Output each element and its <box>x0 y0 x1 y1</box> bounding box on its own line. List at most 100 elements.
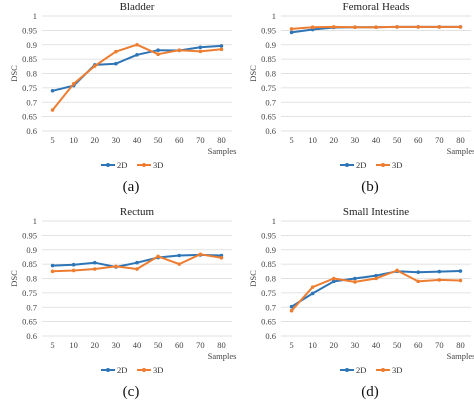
y-tick-label: 0.8 <box>265 69 276 79</box>
data-point-2d <box>310 291 315 296</box>
panel-title: Small Intestine <box>343 206 409 218</box>
y-tick-label: 0.6 <box>265 126 276 136</box>
y-axis-label: DSC <box>9 270 19 287</box>
data-point-3d <box>395 25 399 29</box>
y-tick-label: 0.7 <box>265 97 276 107</box>
panel-small-intestine: Small Intestine 0.6 0.65 0.7 0.75 0.8 0.85 0.9 0… <box>248 206 474 400</box>
y-axis-label: DSC <box>248 65 258 82</box>
x-tick-label: 50 <box>393 135 402 145</box>
y-tick-label: 0.8 <box>26 274 37 284</box>
legend-label-2d: 2D <box>117 365 127 375</box>
y-tick-label: 0.9 <box>265 245 276 255</box>
legend-marker-3d <box>381 368 385 372</box>
x-tick-label: 70 <box>196 135 205 145</box>
x-tick-label: 20 <box>91 135 100 145</box>
y-tick-label: 1 <box>272 11 276 21</box>
panel-title: Bladder <box>120 1 155 13</box>
panel-caption: (a) <box>123 179 140 195</box>
y-tick-label: 0.75 <box>261 83 276 93</box>
panel-title: Femoral Heads <box>343 1 410 13</box>
x-tick-label: 10 <box>308 340 317 350</box>
series-line-2d <box>52 44 222 92</box>
x-axis-label: Samples <box>447 146 474 156</box>
x-tick-label: 80 <box>217 340 226 350</box>
legend-label-2d: 2D <box>356 160 366 170</box>
data-point-2d <box>331 279 336 284</box>
legend-marker-3d <box>142 163 146 167</box>
data-point-2d <box>50 263 55 268</box>
x-tick-label: 30 <box>351 340 360 350</box>
x-tick-label: 70 <box>196 340 205 350</box>
data-point-2d <box>198 45 203 50</box>
data-point-2d <box>135 260 139 265</box>
y-tick-label: 0.6 <box>26 331 37 341</box>
data-point-2d <box>353 276 357 281</box>
data-point-3d <box>458 278 463 283</box>
legend-marker-3d <box>142 368 146 372</box>
x-tick-label: 10 <box>69 135 78 145</box>
panel-rectum: Rectum 0.6 0.65 0.7 0.75 0.8 0.85 0.9 0.95 1 5 10 20… <box>9 206 236 400</box>
y-tick-label: 1 <box>33 216 37 226</box>
x-tick-label: 20 <box>91 340 100 350</box>
x-tick-label: 60 <box>175 340 184 350</box>
panel-title: Rectum <box>120 206 155 218</box>
panel-caption: (c) <box>123 384 140 400</box>
y-tick-label: 0.6 <box>26 126 37 136</box>
legend-label-2d: 2D <box>117 160 127 170</box>
x-tick-label: 60 <box>414 135 423 145</box>
x-tick-label: 40 <box>372 340 381 350</box>
x-tick-label: 30 <box>351 135 360 145</box>
data-point-2d <box>437 269 442 274</box>
legend-label-3d: 3D <box>153 160 163 170</box>
data-point-3d <box>114 49 118 54</box>
y-tick-label: 0.75 <box>22 83 37 93</box>
data-point-3d <box>289 27 294 31</box>
y-tick-label: 0.7 <box>265 302 276 312</box>
x-tick-label: 60 <box>175 135 184 145</box>
y-tick-label: 0.85 <box>22 259 37 269</box>
data-point-2d <box>135 53 139 57</box>
x-tick-label: 50 <box>154 340 163 350</box>
x-tick-label: 40 <box>372 135 381 145</box>
data-point-2d <box>416 270 421 274</box>
data-point-3d <box>135 267 139 271</box>
data-point-2d <box>177 253 182 258</box>
y-tick-label: 0.85 <box>261 259 276 269</box>
data-point-3d <box>198 49 203 54</box>
x-tick-label: 60 <box>414 340 423 350</box>
data-point-3d <box>71 82 76 86</box>
x-tick-label: 50 <box>393 340 402 350</box>
y-tick-label: 0.95 <box>261 25 276 35</box>
data-point-3d <box>437 25 442 29</box>
x-tick-label: 30 <box>112 340 121 350</box>
x-tick-label: 40 <box>133 340 142 350</box>
legend-marker-2d <box>345 163 349 167</box>
data-point-3d <box>156 52 160 57</box>
data-point-3d <box>177 262 182 266</box>
data-point-2d <box>458 269 463 273</box>
y-tick-label: 0.65 <box>261 112 276 122</box>
data-point-3d <box>416 279 421 284</box>
x-tick-label: 5 <box>289 135 293 145</box>
legend-marker-2d <box>106 163 110 167</box>
data-point-3d <box>92 64 97 68</box>
data-point-3d <box>156 254 160 259</box>
x-tick-label: 70 <box>435 135 444 145</box>
data-point-3d <box>353 280 357 284</box>
data-point-3d <box>50 108 55 112</box>
y-tick-label: 0.7 <box>26 302 37 312</box>
panel-caption: (d) <box>361 384 379 400</box>
data-point-3d <box>331 25 336 29</box>
y-tick-label: 0.65 <box>22 317 37 327</box>
x-tick-label: 80 <box>456 135 465 145</box>
y-tick-label: 0.95 <box>22 25 37 35</box>
x-tick-label: 5 <box>50 135 54 145</box>
y-tick-label: 0.85 <box>261 54 276 64</box>
data-point-3d <box>219 256 224 260</box>
legend-marker-3d <box>381 163 385 167</box>
data-point-3d <box>50 269 55 274</box>
x-tick-label: 70 <box>435 340 444 350</box>
data-point-3d <box>331 276 336 281</box>
data-point-3d <box>92 267 97 271</box>
